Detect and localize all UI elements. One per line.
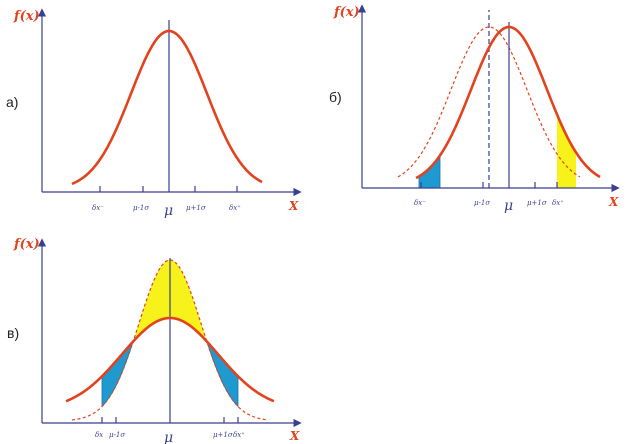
panel-a: а) f(x) X δx⁻ μ-1σ μ μ+1σ δx⁺ bbox=[6, 8, 302, 219]
panel-v-label: в) bbox=[7, 325, 19, 341]
panel-a-tick-label: μ-1σ bbox=[133, 204, 149, 212]
panel-v-x-axis-label: X bbox=[289, 429, 300, 443]
panel-b-y-axis-label: f(x) bbox=[333, 5, 360, 20]
panel-v-tick-label: μ+1σ bbox=[213, 431, 233, 439]
panel-b-shifted-curve bbox=[415, 25, 601, 180]
panel-b-tick-label: μ bbox=[504, 198, 513, 214]
panel-v-y-axis-label: f(x) bbox=[13, 237, 40, 252]
panel-a-tick-label: μ+1σ bbox=[186, 204, 206, 212]
panel-a-normal-curve bbox=[71, 29, 263, 186]
panel-b-tick-label: μ-1σ bbox=[474, 199, 490, 207]
panel-a-tick-label: δx⁻ bbox=[92, 204, 104, 212]
panel-v-tick-label: μ-1σ bbox=[109, 431, 125, 439]
panel-b: б) f(x) X δx⁻ μ-1σ μ μ+1σ δx⁺ bbox=[329, 4, 620, 214]
panel-v-left-tail-fill bbox=[101, 340, 134, 408]
panel-b-x-axis-label: X bbox=[608, 195, 619, 209]
panel-v-reference-curve bbox=[71, 259, 269, 421]
panel-b-right-tail-fill bbox=[557, 114, 576, 188]
panel-a-label: а) bbox=[6, 94, 18, 110]
panel-v-tick-label: μ bbox=[164, 430, 173, 444]
panel-v-tick-label: δx bbox=[95, 431, 103, 439]
panel-v-tick-label: δx⁺ bbox=[233, 431, 245, 439]
panel-b-label: б) bbox=[329, 89, 342, 105]
panel-v-wide-curve bbox=[65, 316, 275, 403]
panel-a-x-axis-label: X bbox=[288, 199, 299, 213]
panel-a-tick-label: μ bbox=[164, 203, 173, 219]
panel-a-y-axis-label: f(x) bbox=[13, 9, 40, 24]
panel-a-tick-label: δx⁺ bbox=[229, 204, 241, 212]
panel-v: в) f(x) X δx μ-1σ μ μ+1σ δx⁺ bbox=[7, 237, 302, 444]
panel-b-tick-label: μ+1σ bbox=[527, 199, 547, 207]
panel-b-tick-label: δx⁺ bbox=[552, 199, 564, 207]
panel-b-tick-label: δx⁻ bbox=[414, 199, 426, 207]
panel-v-right-tail-fill bbox=[206, 340, 239, 408]
